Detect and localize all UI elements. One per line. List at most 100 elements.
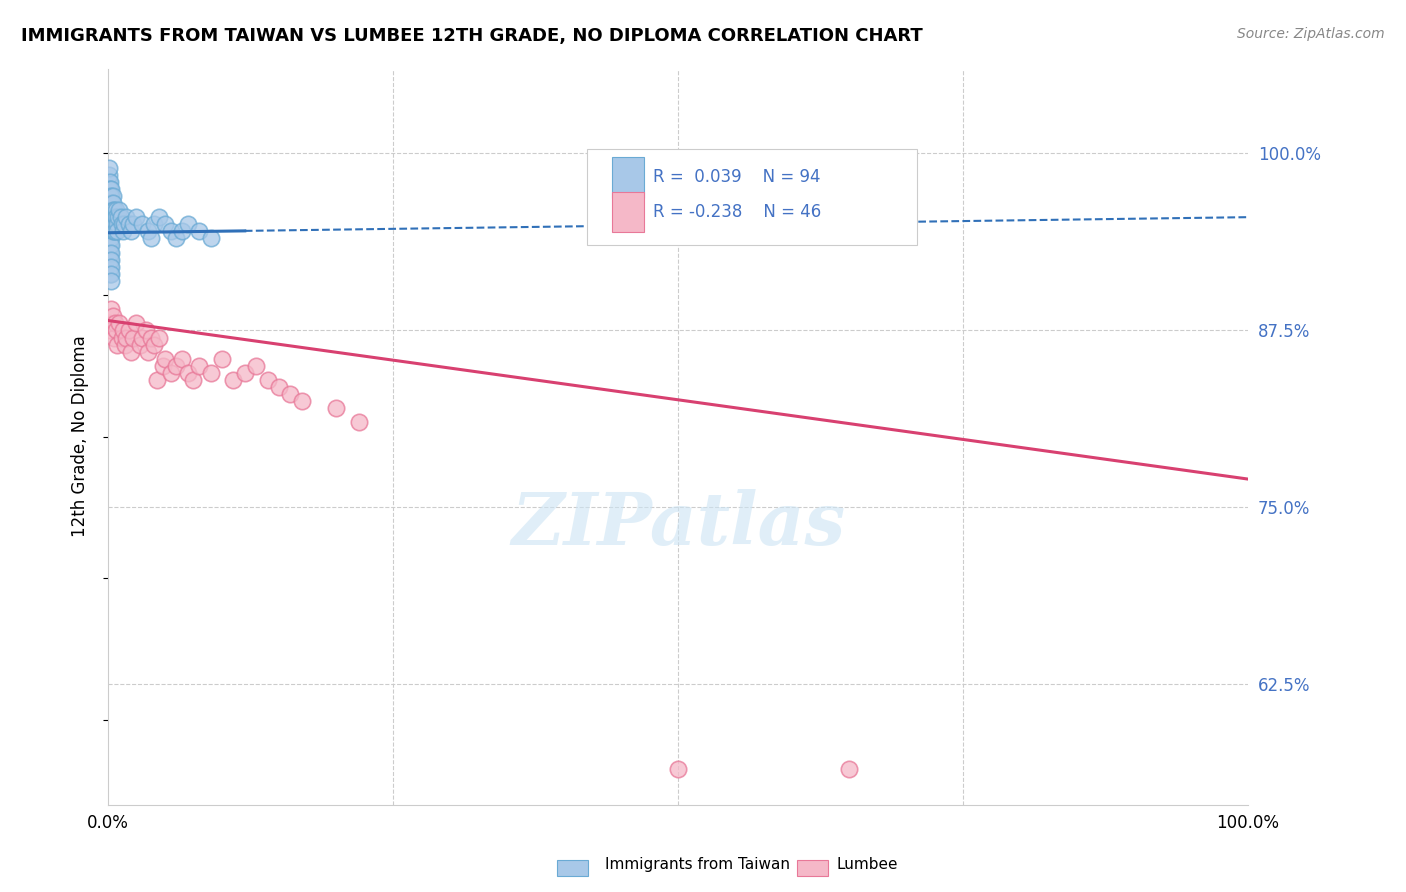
Point (103, 217, 125, 231)
Point (188, 359, 211, 373)
Point (98, 323, 121, 337)
Point (98, 161, 121, 175)
Point (141, 231, 163, 245)
Point (101, 196, 124, 211)
Point (103, 210, 125, 224)
Point (141, 330, 163, 344)
Point (125, 210, 148, 224)
Point (165, 231, 187, 245)
Point (98, 203, 121, 218)
Point (101, 224, 124, 238)
Text: R = -0.238    N = 46: R = -0.238 N = 46 (652, 203, 821, 221)
Text: Source: ZipAtlas.com: Source: ZipAtlas.com (1237, 27, 1385, 41)
Point (325, 401, 347, 416)
Point (148, 210, 170, 224)
Point (135, 323, 157, 337)
Text: Lumbee: Lumbee (837, 857, 898, 872)
Point (142, 337, 165, 351)
Point (115, 330, 138, 344)
Point (98, 210, 121, 224)
Point (129, 337, 152, 351)
Point (256, 373, 278, 387)
Point (98, 210, 121, 224)
Point (120, 344, 142, 359)
Text: Immigrants from Taiwan: Immigrants from Taiwan (605, 857, 790, 872)
Point (104, 217, 127, 231)
Point (98, 182, 121, 196)
Point (100, 252, 122, 267)
Point (104, 316, 127, 330)
Point (115, 210, 138, 224)
Point (98, 189, 121, 203)
Bar (612, 157, 644, 198)
Point (98, 231, 121, 245)
FancyBboxPatch shape (586, 150, 917, 245)
Point (233, 366, 256, 380)
Point (98, 245, 121, 260)
Point (245, 359, 267, 373)
Point (111, 217, 134, 231)
Point (280, 387, 302, 401)
Point (153, 351, 176, 366)
Point (120, 224, 142, 238)
Point (177, 366, 200, 380)
Point (148, 330, 170, 344)
Point (98, 224, 121, 238)
Point (153, 217, 176, 231)
Point (98, 189, 121, 203)
Point (159, 366, 181, 380)
Point (112, 217, 135, 231)
Point (100, 260, 122, 274)
Point (211, 351, 233, 366)
Point (146, 373, 169, 387)
Point (111, 323, 134, 337)
Point (117, 323, 139, 337)
Point (100, 196, 122, 211)
Point (172, 351, 194, 366)
Point (267, 380, 290, 394)
Point (98, 260, 121, 274)
Bar (612, 192, 644, 232)
Point (103, 203, 125, 218)
Point (100, 231, 122, 245)
Point (107, 210, 129, 224)
Point (103, 224, 125, 238)
Point (98, 182, 121, 196)
Point (105, 217, 128, 231)
Point (98, 252, 121, 267)
Point (347, 416, 370, 430)
Point (101, 203, 124, 218)
Point (100, 182, 122, 196)
Point (159, 224, 181, 238)
Point (98, 217, 121, 231)
Point (105, 337, 128, 351)
Point (136, 224, 159, 238)
Point (100, 210, 122, 224)
Point (100, 267, 122, 281)
Point (117, 217, 139, 231)
Point (98, 224, 121, 238)
Point (98, 168, 121, 182)
Point (98, 196, 121, 211)
Point (838, 762, 860, 776)
Point (108, 203, 131, 218)
Point (98, 196, 121, 211)
Point (98, 175, 121, 189)
Text: ZIPatlas: ZIPatlas (510, 490, 845, 560)
Point (104, 224, 127, 238)
Point (98, 203, 121, 218)
Point (100, 203, 122, 218)
Point (125, 316, 148, 330)
Point (103, 330, 125, 344)
Point (98, 238, 121, 252)
Point (98, 196, 121, 211)
Point (101, 189, 124, 203)
Point (101, 310, 124, 324)
Point (131, 330, 153, 344)
Point (188, 224, 211, 238)
Point (108, 316, 131, 330)
Point (98, 217, 121, 231)
Point (222, 373, 245, 387)
Point (98, 189, 121, 203)
Point (131, 217, 153, 231)
